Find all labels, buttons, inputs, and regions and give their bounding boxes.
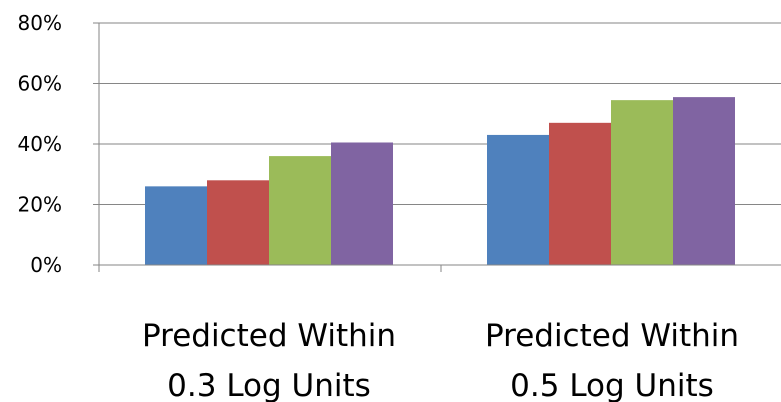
bar-series-1-category-2 (487, 135, 549, 265)
category-label-1-line-1: Predicted Within (142, 318, 396, 354)
y-tick-label: 20% (18, 193, 62, 217)
category-labels: Predicted Within 0.3 Log Units Predicted W… (142, 318, 739, 402)
bar-series-3-category-2 (611, 100, 673, 265)
bar-series-2-category-2 (549, 123, 611, 265)
category-label-1-line-2: 0.3 Log Units (167, 368, 371, 402)
bar-series-4-category-2 (673, 97, 735, 265)
bar-series-2-category-1 (207, 180, 269, 265)
category-label-2-line-1: Predicted Within (485, 318, 739, 354)
y-tick-label: 0% (30, 253, 62, 277)
y-tick-labels: 0% 20% 40% 60% 80% (18, 11, 62, 277)
bar-series-4-category-1 (331, 142, 393, 265)
bars (145, 97, 735, 265)
y-tick-label: 60% (18, 72, 62, 96)
y-tick-label: 40% (18, 132, 62, 156)
bar-series-3-category-1 (269, 156, 331, 265)
category-label-2-line-2: 0.5 Log Units (510, 368, 714, 402)
y-tick-label: 80% (18, 11, 62, 35)
bar-series-1-category-1 (145, 186, 207, 265)
